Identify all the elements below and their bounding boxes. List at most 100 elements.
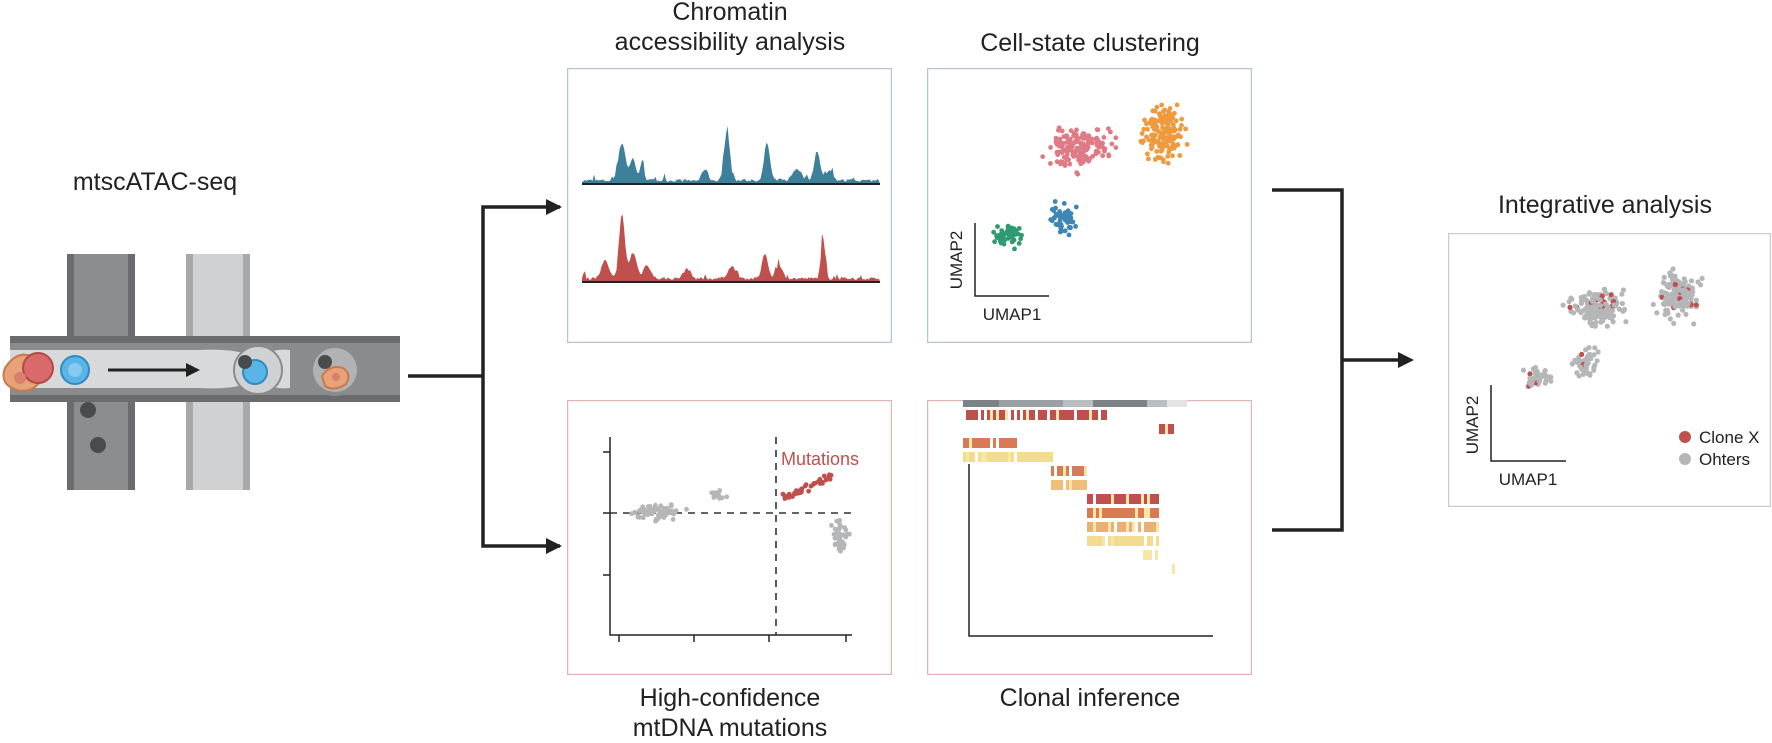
mutation-point xyxy=(840,532,845,538)
integrative-point xyxy=(1621,306,1628,313)
cluster-point xyxy=(1179,116,1185,122)
clone-heatmap-cell xyxy=(1132,522,1135,532)
integrative-point xyxy=(1580,308,1586,314)
mutation-point xyxy=(837,544,842,550)
cluster-point xyxy=(1145,151,1150,157)
cluster-point xyxy=(1163,138,1169,143)
integrative-point xyxy=(1672,281,1678,288)
legend-swatch-others xyxy=(1679,453,1691,465)
clone-heatmap-cell xyxy=(1099,522,1102,532)
clonal-panel xyxy=(927,400,1252,675)
chromatin-label: Chromatin accessibility analysis xyxy=(614,0,846,56)
mutation-annotation: Mutations xyxy=(781,449,859,469)
clone-heatmap-cell xyxy=(1120,508,1123,518)
clone-heatmap-cell xyxy=(1047,452,1050,462)
integrative-point xyxy=(1671,320,1677,326)
clone-heatmap-cell xyxy=(1051,466,1054,476)
arrowhead xyxy=(546,538,562,554)
mutation-point xyxy=(635,514,641,520)
integrative-point xyxy=(1623,319,1629,325)
clone-heatmap-cell xyxy=(1081,480,1084,490)
cluster-point xyxy=(1144,121,1149,127)
cluster-point xyxy=(1084,135,1090,141)
integrative-point xyxy=(1673,291,1679,297)
cluster-point xyxy=(1184,142,1190,147)
clone-heatmap-cell xyxy=(1020,452,1023,462)
clone-heatmap-cell xyxy=(1141,508,1144,518)
mutation-point xyxy=(838,524,844,529)
cluster-point xyxy=(1005,225,1011,231)
cluster-point xyxy=(1172,143,1178,149)
mutation-point xyxy=(711,493,717,499)
clone-heatmap-cell xyxy=(1147,522,1150,532)
mutation-point xyxy=(661,515,667,520)
mutation-point xyxy=(799,486,805,492)
clone-heatmap-cell xyxy=(1144,494,1147,504)
clustering-panel: UMAP1 UMAP2 xyxy=(927,68,1252,343)
integrative-point xyxy=(1675,312,1681,318)
clone-heatmap-cell xyxy=(1117,536,1120,546)
cluster-point xyxy=(1164,143,1170,149)
mutation-point xyxy=(642,507,647,513)
clone-heatmap-cell xyxy=(1092,410,1095,420)
integrative-point xyxy=(1619,300,1625,307)
cluster-point xyxy=(1040,154,1046,159)
clone-heatmap-cell xyxy=(1099,536,1102,546)
cluster-point xyxy=(1085,142,1090,148)
clone-heatmap-cell xyxy=(1150,494,1153,504)
mutation-point xyxy=(829,523,834,528)
integrative-point xyxy=(1611,313,1617,319)
clone-heatmap-cell xyxy=(1059,410,1062,420)
clone-heatmap-cell xyxy=(1032,410,1035,420)
integrative-point xyxy=(1579,351,1585,357)
clone-heatmap-cell xyxy=(1135,536,1138,546)
clone-heatmap-cell xyxy=(1068,410,1071,420)
clone-heatmap-cell xyxy=(1120,522,1123,532)
integrative-point xyxy=(1586,315,1592,321)
cluster-point xyxy=(1048,217,1054,223)
cluster-point xyxy=(1066,225,1072,230)
accessibility-track-red xyxy=(582,214,880,282)
integrative-point xyxy=(1683,293,1689,299)
clone-heatmap-cell xyxy=(999,452,1002,462)
integrative-point xyxy=(1542,368,1548,374)
cluster-point xyxy=(1146,137,1152,143)
clone-heatmap-cell xyxy=(1162,424,1165,434)
clone-heatmap-cell xyxy=(1108,522,1111,532)
cluster-point xyxy=(1093,148,1099,154)
clone-heatmap-cell xyxy=(1044,452,1047,462)
clone-heatmap-cell xyxy=(1104,410,1107,420)
cluster-point xyxy=(1165,160,1171,166)
clone-heatmap-cell xyxy=(1063,466,1066,476)
integrative-point xyxy=(1695,279,1701,285)
clone-heatmap-cell xyxy=(984,452,987,462)
cluster-point xyxy=(992,239,997,245)
clone-heatmap-cell xyxy=(1102,494,1105,504)
clone-heatmap-cell xyxy=(1102,522,1105,532)
mutation-point xyxy=(637,508,642,514)
clone-heatmap-cell xyxy=(963,438,966,448)
cluster-point xyxy=(1053,211,1059,217)
cluster-point xyxy=(1051,215,1057,221)
clone-heatmap-cell xyxy=(996,452,999,462)
cluster-point xyxy=(1150,141,1156,146)
cluster-point xyxy=(1154,104,1160,110)
clone-heatmap-cell xyxy=(972,452,975,462)
cluster-point xyxy=(1160,125,1165,131)
mutation-point xyxy=(790,494,795,499)
clone-heatmap-cell xyxy=(981,452,984,462)
mutation-point xyxy=(842,525,848,530)
mutation-point xyxy=(808,483,814,489)
clone-heatmap-cell xyxy=(1108,494,1111,504)
clone-heatmap-cell xyxy=(1081,466,1084,476)
cluster-point xyxy=(1065,218,1071,224)
clone-heatmap-cell xyxy=(1156,494,1159,504)
integrative-point xyxy=(1527,371,1533,377)
clone-heatmap-cell xyxy=(1153,522,1156,532)
mutation-point xyxy=(670,517,676,522)
cluster-point xyxy=(1068,145,1073,151)
clone-heatmap-cell xyxy=(1144,508,1147,518)
integrative-point xyxy=(1699,275,1705,281)
clone-heatmap-cell xyxy=(1150,522,1153,532)
clone-heatmap-cell xyxy=(987,452,990,462)
